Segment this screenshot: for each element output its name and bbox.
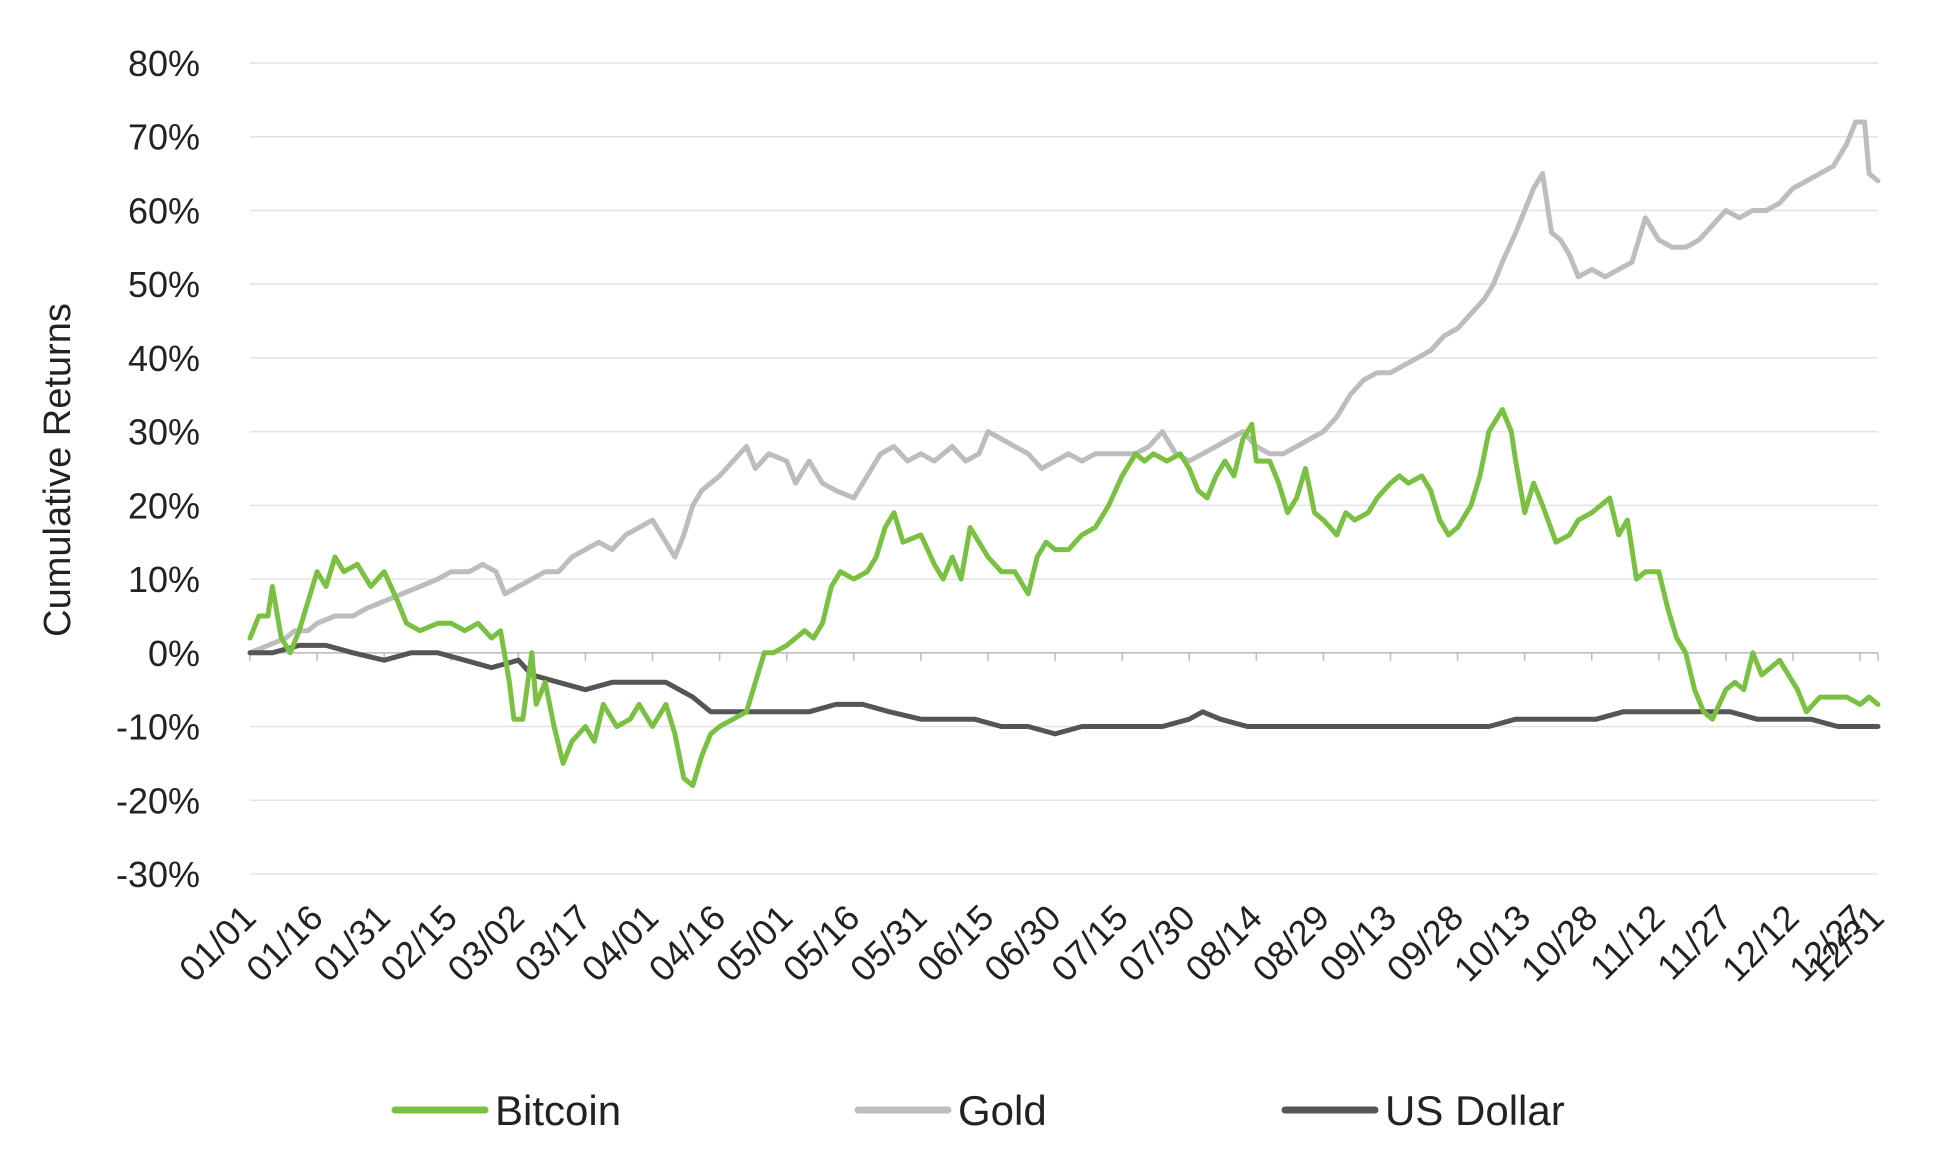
x-tick-label: 10/28 bbox=[1513, 897, 1606, 990]
x-tick-label: 10/13 bbox=[1446, 897, 1539, 990]
x-tick-label: 07/15 bbox=[1043, 897, 1136, 990]
legend: Bitcoin Gold US Dollar bbox=[391, 1087, 1565, 1134]
x-tick-label: 09/28 bbox=[1379, 897, 1472, 990]
legend-label: Gold bbox=[958, 1087, 1047, 1134]
x-tick-label: 03/17 bbox=[506, 897, 599, 990]
x-tick-label: 11/27 bbox=[1649, 897, 1740, 988]
x-tick-label: 08/14 bbox=[1177, 897, 1270, 990]
y-tick-label: 60% bbox=[128, 190, 200, 231]
x-tick-label: 05/01 bbox=[708, 897, 801, 990]
x-tick-label: 05/16 bbox=[775, 897, 868, 990]
series-lines bbox=[247, 119, 1881, 788]
x-tick-label: 06/30 bbox=[976, 897, 1069, 990]
legend-label: Bitcoin bbox=[495, 1087, 621, 1134]
y-tick-label: 0% bbox=[148, 633, 200, 674]
x-tick-label: 01/16 bbox=[238, 897, 331, 990]
x-tick-label: 02/15 bbox=[372, 897, 465, 990]
x-tick-label: 04/16 bbox=[641, 897, 734, 990]
x-tick-label: 01/31 bbox=[305, 897, 398, 990]
y-tick-label: -30% bbox=[116, 854, 200, 895]
x-tick-label: 08/29 bbox=[1244, 897, 1337, 990]
y-axis-ticks: -30% -20% -10% 0% 10% 20% 30% 40% 50% 60% 70% 80% bbox=[116, 43, 200, 895]
y-tick-label: -10% bbox=[116, 707, 200, 748]
x-tick-label: 04/01 bbox=[573, 897, 666, 990]
x-tick-label: 12/12 bbox=[1714, 897, 1807, 990]
gridlines bbox=[250, 62, 1878, 875]
series-line-gold bbox=[247, 119, 1881, 656]
y-tick-label: 70% bbox=[128, 117, 200, 158]
legend-label: US Dollar bbox=[1385, 1087, 1565, 1134]
x-axis-ticks: 01/0101/1601/3102/1503/0203/1704/0104/16… bbox=[171, 652, 1892, 990]
y-tick-label: -20% bbox=[116, 780, 200, 821]
x-tick-label: 11/12 bbox=[1582, 897, 1673, 988]
series-line-us-dollar bbox=[247, 642, 1881, 737]
y-tick-label: 80% bbox=[128, 43, 200, 84]
x-tick-label: 05/31 bbox=[842, 897, 935, 990]
y-axis-title: Cumulative Returns bbox=[37, 303, 79, 637]
x-tick-label: 03/02 bbox=[439, 897, 532, 990]
y-tick-label: 20% bbox=[128, 485, 200, 526]
y-tick-label: 30% bbox=[128, 412, 200, 453]
y-tick-label: 10% bbox=[128, 559, 200, 600]
y-tick-label: 50% bbox=[128, 264, 200, 305]
x-tick-label: 07/30 bbox=[1110, 897, 1203, 990]
x-tick-label: 01/01 bbox=[171, 897, 264, 990]
x-tick-label: 09/13 bbox=[1311, 897, 1404, 990]
y-tick-label: 40% bbox=[128, 338, 200, 379]
x-tick-label: 06/15 bbox=[909, 897, 1002, 990]
series-line-bitcoin bbox=[247, 407, 1881, 788]
